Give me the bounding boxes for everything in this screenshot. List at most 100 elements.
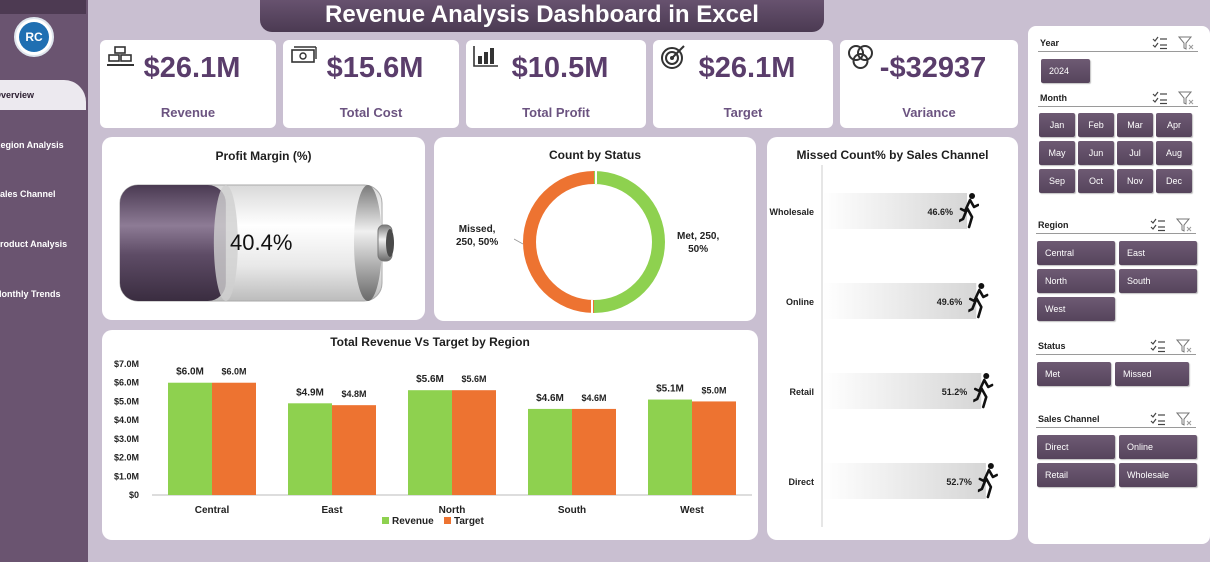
- channel-value-label: 49.6%: [937, 297, 963, 307]
- clear-filter-icon[interactable]: [1176, 339, 1192, 353]
- x-tick-label: North: [439, 505, 466, 516]
- panel-title: Missed Count% by Sales Channel: [796, 148, 989, 162]
- y-tick-label: $3.0M: [114, 434, 139, 444]
- nav-item-product-analysis[interactable]: Product Analysis: [0, 230, 86, 258]
- nav-item-region-analysis[interactable]: Region Analysis: [0, 131, 86, 159]
- slicer-month-jun[interactable]: Jun: [1078, 141, 1114, 165]
- bar-data-label: $4.6M: [581, 393, 606, 403]
- slicer-channel-wholesale[interactable]: Wholesale: [1119, 463, 1197, 487]
- multi-select-icon[interactable]: [1150, 412, 1166, 426]
- kpi-label: Total Profit: [522, 105, 590, 120]
- missed-channel-chart: Wholesale 46.6% Online 49.6% Retail 51.2% Dire…: [769, 165, 998, 527]
- slicer-status-missed[interactable]: Missed: [1115, 362, 1189, 386]
- legend-label: Revenue: [392, 516, 434, 527]
- clear-filter-icon[interactable]: [1176, 218, 1192, 232]
- donut-slice-met: [594, 171, 665, 313]
- channel-bar-wholesale: [823, 193, 968, 229]
- missed-label-line2: 250, 50%: [456, 237, 499, 248]
- y-tick-label: $7.0M: [114, 359, 139, 369]
- bar-target-central: [212, 382, 256, 495]
- sidebar-top-strip: [0, 0, 86, 14]
- bar-revenue-south: [528, 408, 572, 495]
- battery-fill-edge: [213, 185, 238, 301]
- multi-select-icon[interactable]: [1150, 339, 1166, 353]
- kpi-label: Variance: [902, 105, 956, 120]
- cash-icon: [291, 46, 317, 63]
- nav-label: Monthly Trends: [0, 289, 61, 299]
- slicer-month-oct[interactable]: Oct: [1078, 169, 1114, 193]
- slicer-month-nov[interactable]: Nov: [1117, 169, 1153, 193]
- multi-select-icon[interactable]: [1150, 218, 1166, 232]
- slicer-month-jul[interactable]: Jul: [1117, 141, 1153, 165]
- bar-chart-icon: [473, 46, 498, 67]
- slicer-month-sep[interactable]: Sep: [1039, 169, 1075, 193]
- missed-label-line1: Missed,: [458, 224, 496, 235]
- bar-data-label: $4.8M: [341, 389, 366, 399]
- bar-target-east: [332, 405, 376, 495]
- bar-revenue-north: [408, 390, 452, 495]
- channel-category-label: Online: [786, 297, 814, 307]
- panel-title: Profit Margin (%): [215, 149, 312, 163]
- legend-swatch: [444, 517, 451, 524]
- met-label-line2: 50%: [688, 244, 709, 255]
- y-tick-label: $5.0M: [114, 396, 139, 406]
- channel-bar-direct: [823, 463, 986, 499]
- count-status-panel: Count by Status Missed, 250, 50% Met, 25…: [434, 137, 756, 321]
- revenue-target-chart: $0 $1.0M $2.0M $3.0M $4.0M $5.0M $6.0M $7.0M Cen…: [114, 359, 752, 527]
- slicer-channel-online[interactable]: Online: [1119, 435, 1197, 459]
- slicer-region-north[interactable]: North: [1037, 269, 1115, 293]
- panel-title: Count by Status: [549, 148, 641, 162]
- slicer-month-may[interactable]: May: [1039, 141, 1075, 165]
- clear-filter-icon[interactable]: [1178, 91, 1194, 105]
- y-tick-label: $4.0M: [114, 415, 139, 425]
- bar-data-label: $5.6M: [416, 374, 444, 385]
- kpi-value: $26.1M: [143, 52, 241, 84]
- y-tick-label: $6.0M: [114, 378, 139, 388]
- slicer-header-region: Region: [1036, 218, 1196, 234]
- kpi-value: $10.5M: [511, 52, 609, 84]
- nav-item-overview[interactable]: Overview: [0, 80, 86, 110]
- slicer-channel-retail[interactable]: Retail: [1037, 463, 1115, 487]
- donut-slice-missed: [523, 171, 594, 313]
- kpi-label: Target: [723, 105, 763, 120]
- slicer-year-2024[interactable]: 2024: [1041, 59, 1090, 83]
- slicer-month-feb[interactable]: Feb: [1078, 113, 1114, 137]
- sidebar: RC Overview Region Analysis Sales Channe…: [0, 0, 88, 562]
- slicer-title: Sales Channel: [1038, 414, 1100, 424]
- slicer-month-aug[interactable]: Aug: [1156, 141, 1192, 165]
- slicer-month-jan[interactable]: Jan: [1039, 113, 1075, 137]
- nav-item-monthly-trends[interactable]: Monthly Trends: [0, 280, 86, 308]
- chart-title: Total Revenue Vs Target by Region: [330, 335, 530, 349]
- slicer-region-central[interactable]: Central: [1037, 241, 1115, 265]
- multi-select-icon[interactable]: [1152, 36, 1168, 50]
- profit-margin-value: 40.4%: [230, 230, 293, 255]
- bar-target-north: [452, 390, 496, 495]
- clear-filter-icon[interactable]: [1178, 36, 1194, 50]
- multi-select-icon[interactable]: [1152, 91, 1168, 105]
- slicer-region-south[interactable]: South: [1119, 269, 1197, 293]
- x-tick-label: East: [321, 505, 343, 516]
- nav-item-sales-channel[interactable]: Sales Channel: [0, 180, 86, 208]
- kpi-label: Revenue: [160, 105, 216, 120]
- x-tick-label: South: [558, 505, 586, 516]
- kpi-value: $15.6M: [326, 52, 424, 84]
- kpi-card-variance: -$32937 Variance: [840, 40, 1018, 128]
- bar-target-south: [572, 408, 616, 495]
- missed-channel-panel: Missed Count% by Sales Channel Wholesale…: [767, 137, 1018, 540]
- channel-bar-online: [823, 283, 977, 319]
- slicer-month-dec[interactable]: Dec: [1156, 169, 1192, 193]
- x-tick-label: West: [680, 505, 704, 516]
- kpi-card-total-cost: $15.6M Total Cost: [283, 40, 459, 128]
- slicer-header-status: Status: [1036, 339, 1196, 355]
- slicer-region-west[interactable]: West: [1037, 297, 1115, 321]
- slicer-channel-direct[interactable]: Direct: [1037, 435, 1115, 459]
- bar-data-label: $5.6M: [461, 374, 486, 384]
- clear-filter-icon[interactable]: [1176, 412, 1192, 426]
- slicer-title: Status: [1038, 341, 1066, 351]
- slicer-month-apr[interactable]: Apr: [1156, 113, 1192, 137]
- slicer-status-met[interactable]: Met: [1037, 362, 1111, 386]
- slicer-region-east[interactable]: East: [1119, 241, 1197, 265]
- company-logo: RC: [14, 17, 54, 57]
- met-data-label: Met, 250, 50%: [677, 230, 719, 256]
- slicer-month-mar[interactable]: Mar: [1117, 113, 1153, 137]
